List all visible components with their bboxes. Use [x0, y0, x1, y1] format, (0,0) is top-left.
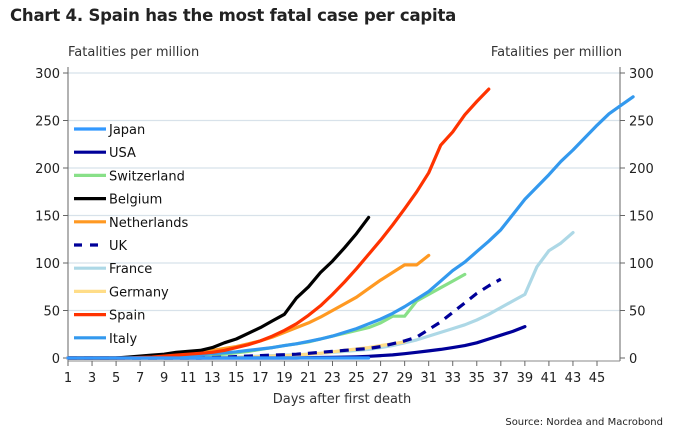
series-group: [66, 87, 635, 360]
x-tick-label: 9: [160, 371, 168, 386]
x-tick-label: 29: [396, 371, 413, 386]
x-tick-label: 43: [565, 371, 582, 386]
x-tick-label: 17: [252, 371, 269, 386]
y-tick-label-right: 50: [629, 305, 646, 320]
y-tick-label-right: 0: [629, 352, 637, 367]
x-tick-label: 37: [493, 371, 510, 386]
x-tick-label: 5: [112, 371, 120, 386]
legend-label-belgium: Belgium: [109, 193, 162, 208]
x-tick-label: 31: [420, 371, 437, 386]
chart-title: Chart 4. Spain has the most fatal case p…: [10, 6, 457, 25]
grid: [68, 72, 620, 312]
x-tick-label: 13: [204, 371, 221, 386]
x-tick-label: 45: [589, 371, 606, 386]
legend-label-switzerland: Switzerland: [109, 169, 185, 184]
x-tick-label: 25: [348, 371, 365, 386]
x-tick-label: 7: [136, 371, 144, 386]
legend-label-netherlands: Netherlands: [109, 216, 188, 231]
x-axis-title: Days after first death: [273, 392, 412, 407]
legend-label-germany: Germany: [109, 285, 169, 300]
x-tick-label: 27: [372, 371, 389, 386]
legend-label-spain: Spain: [109, 309, 145, 324]
legend-label-usa: USA: [109, 146, 136, 161]
x-tick-label: 19: [276, 371, 293, 386]
legend-label-italy: Italy: [109, 332, 138, 347]
legend-label-uk: UK: [109, 239, 128, 254]
y-tick-label-left: 200: [35, 162, 60, 177]
y-tick-label-left: 300: [35, 67, 60, 82]
x-tick-label: 23: [324, 371, 341, 386]
legend-label-france: France: [109, 262, 152, 277]
x-tick-label: 41: [541, 371, 558, 386]
x-tick-label: 35: [468, 371, 485, 386]
x-tick-label: 21: [300, 371, 317, 386]
x-tick-label: 15: [228, 371, 245, 386]
x-tick-label: 33: [444, 371, 461, 386]
y-tick-label-left: 0: [52, 352, 60, 367]
x-tick-label: 3: [88, 371, 96, 386]
source-note: Source: Nordea and Macrobond: [505, 417, 663, 428]
x-tick-label: 11: [180, 371, 197, 386]
y-tick-label-left: 250: [35, 115, 60, 130]
y-tick-label-left: 150: [35, 210, 60, 225]
legend: Japan USA Switzerland Belgium Netherlands UK F…: [74, 123, 188, 347]
legend-label-japan: Japan: [108, 123, 145, 138]
y-tick-label-left: 100: [35, 257, 60, 272]
y-tick-label-right: 150: [629, 210, 654, 225]
y-tick-label-left: 50: [43, 305, 60, 320]
y-tick-label-right: 200: [629, 162, 654, 177]
y-axis-title-right: Fatalities per million: [491, 45, 622, 60]
y-axis-title-left: Fatalities per million: [68, 45, 199, 60]
x-tick-label: 1: [64, 371, 72, 386]
y-tick-label-right: 250: [629, 115, 654, 130]
x-tick-label: 39: [517, 371, 534, 386]
y-tick-label-right: 100: [629, 257, 654, 272]
y-tick-label-right: 300: [629, 67, 654, 82]
